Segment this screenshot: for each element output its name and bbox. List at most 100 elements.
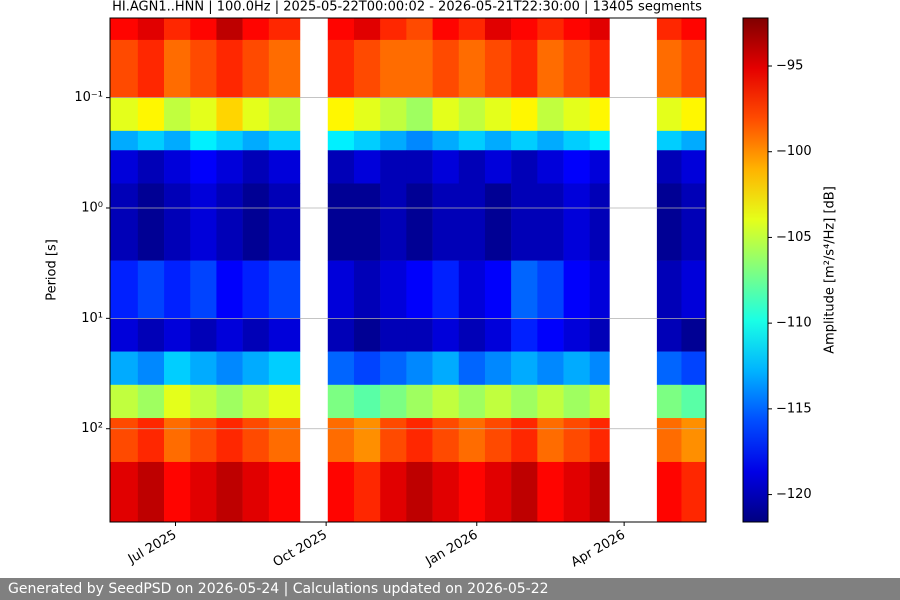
heatmap-cell [589,18,610,41]
x-tick-label: Oct 2025 [271,528,330,571]
heatmap-cell [353,461,381,523]
heatmap-cell [190,150,217,184]
heatmap-cell [563,183,591,261]
heatmap-cell [353,418,381,463]
heatmap-cell [406,351,433,386]
heatmap-cell [656,18,682,41]
heatmap-cell [353,130,381,151]
heatmap-cell [484,18,512,41]
heatmap-cell [190,183,217,261]
heatmap-cell [380,351,407,386]
heatmap-cell [327,351,355,386]
heatmap-cell [681,260,707,319]
heatmap-cell [327,97,355,132]
heatmap-cell [110,461,139,523]
heatmap-cell [537,384,564,419]
heatmap-cell [563,150,591,184]
heatmap-cell [681,461,707,523]
colorbar-label: Amplitude [m²/s⁴/Hz] [dB] [823,186,838,354]
heatmap-cell [242,97,270,132]
heatmap-cell [137,39,165,98]
heatmap-cell [656,418,682,463]
heatmap-cell [327,418,355,463]
heatmap-cell [406,318,433,352]
heatmap-cell [190,130,217,151]
heatmap-cell [537,351,564,386]
heatmap-cell [137,150,165,184]
heatmap-cell [484,39,512,98]
heatmap-cell [458,461,486,523]
heatmap-cell [458,418,486,463]
heatmap-cell [242,260,270,319]
heatmap-cell [511,351,538,386]
heatmap-cell [563,260,591,319]
heatmap-cell [484,351,512,386]
heatmap-cell [110,97,139,132]
heatmap-cell [137,260,165,319]
colorbar-tick-label: −110 [776,316,812,331]
heatmap-cell [511,39,538,98]
heatmap-cell [563,351,591,386]
heatmap-cell [511,384,538,419]
colorbar [742,17,769,523]
heatmap-cell [681,150,707,184]
y-tick-label: 10⁰ [81,200,103,215]
heatmap-cell [190,18,217,41]
heatmap-cell [110,130,139,151]
chart: HI.AGN1..HNN | 100.0Hz | 2025-05-22T00:0… [45,0,838,571]
heatmap-cell [432,318,460,352]
heatmap-cell [216,461,243,523]
heatmap-cell [458,18,486,41]
heatmap-cell [190,384,217,419]
chart-title: HI.AGN1..HNN | 100.0Hz | 2025-05-22T00:0… [112,0,702,15]
heatmap-cell [537,260,564,319]
y-tick-label: 10² [81,421,103,436]
x-tick-label: Jul 2025 [125,528,179,568]
heatmap-cell [164,461,191,523]
heatmap-cell [537,39,564,98]
heatmap-cell [656,260,682,319]
heatmap-cell [537,318,564,352]
heatmap-cell [216,130,243,151]
heatmap-cell [511,183,538,261]
heatmap-cell [268,418,301,463]
x-tick-label: Jan 2026 [423,528,481,570]
heatmap-cell [216,351,243,386]
heatmap-cell [563,39,591,98]
heatmap-cell [242,318,270,352]
heatmap-cell [563,318,591,352]
heatmap-cell [164,150,191,184]
colorbar-tick-label: −105 [776,230,812,245]
heatmap-cell [164,384,191,419]
heatmap-cell [164,318,191,352]
heatmap-cell [268,97,301,132]
heatmap-cell [164,260,191,319]
heatmap-cell [484,384,512,419]
heatmap-cell [458,39,486,98]
heatmap-cell [656,150,682,184]
heatmap-cell [589,318,610,352]
heatmap-cell [353,318,381,352]
heatmap-cell [327,130,355,151]
x-tick-label: Apr 2026 [569,528,628,571]
heatmap-cell [380,418,407,463]
heatmap-cell [327,318,355,352]
heatmap-cell [484,418,512,463]
heatmap-cell [406,260,433,319]
y-axis-label: Period [s] [45,239,60,301]
heatmap-cell [110,318,139,352]
heatmap-cell [353,183,381,261]
heatmap-cell [268,351,301,386]
heatmap-cell [432,351,460,386]
heatmap-cell [242,351,270,386]
heatmap-cell [681,384,707,419]
heatmap-cell [681,18,707,41]
heatmap-cell [656,39,682,98]
heatmap-cell [164,130,191,151]
heatmap-cell [589,384,610,419]
heatmap-cell [406,183,433,261]
heatmap-cell [216,260,243,319]
heatmap-cell [110,384,139,419]
heatmap-cell [406,384,433,419]
